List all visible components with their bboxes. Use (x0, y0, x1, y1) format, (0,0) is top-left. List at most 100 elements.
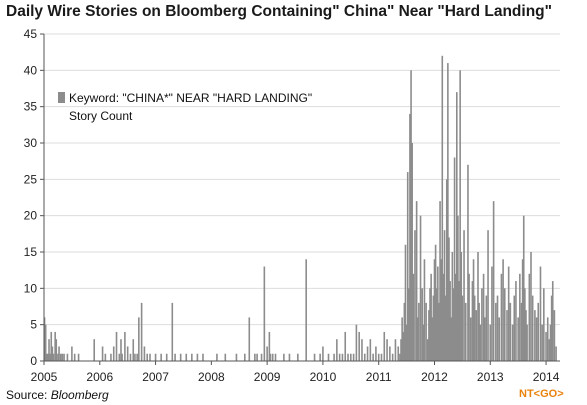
bar (469, 317, 472, 361)
axes (40, 33, 560, 365)
bar (495, 302, 497, 361)
bar (48, 339, 50, 361)
bar (134, 353, 136, 361)
x-tick-label: 2012 (421, 370, 448, 384)
bar (503, 288, 506, 361)
bar (405, 324, 408, 361)
nt-go-badge: NT<GO> (519, 388, 564, 400)
bar (101, 346, 104, 361)
bar (235, 353, 238, 361)
bar (347, 353, 349, 361)
bar (543, 288, 545, 361)
bar (414, 230, 416, 361)
bar (115, 331, 118, 361)
bar (355, 324, 358, 361)
bar (143, 346, 146, 361)
bar (263, 266, 266, 361)
bar (352, 353, 355, 361)
chart-title: Daily Wire Stories on Bloomberg Containi… (6, 3, 552, 20)
bar (268, 331, 271, 361)
source-label: Source: (6, 388, 48, 402)
bar (507, 266, 510, 361)
bar (50, 331, 53, 361)
bar (545, 331, 547, 361)
bar (467, 164, 469, 361)
bar (408, 288, 410, 361)
bar (58, 346, 60, 361)
legend: Keyword: "CHINA*" NEAR "HARD LANDING" St… (58, 89, 312, 125)
bar (138, 317, 140, 361)
bar (171, 302, 174, 361)
bar (419, 215, 422, 361)
bar (460, 252, 463, 361)
x-tick-label: 2005 (31, 370, 58, 384)
bar (260, 353, 263, 361)
bar (394, 339, 397, 361)
bar (434, 244, 437, 361)
y-tick-label: 10 (24, 281, 38, 295)
bar (492, 201, 495, 361)
bar (313, 353, 316, 361)
bar (418, 302, 420, 361)
bar (174, 353, 176, 361)
bar (447, 63, 449, 361)
bar (271, 353, 274, 361)
bar (491, 266, 493, 361)
bar (416, 317, 419, 361)
y-tick-label: 35 (24, 100, 38, 114)
bar (431, 317, 434, 361)
bar (112, 346, 115, 361)
bar (358, 331, 360, 361)
bar (530, 252, 532, 361)
bar (336, 339, 338, 361)
bar (439, 201, 441, 361)
bar (372, 353, 374, 361)
bar (274, 353, 277, 361)
bar (487, 230, 489, 361)
bar (66, 353, 69, 361)
bar (120, 339, 122, 361)
bar (77, 353, 80, 361)
bar (129, 353, 132, 361)
bar (479, 324, 482, 361)
bar (440, 259, 442, 361)
bar (438, 302, 440, 361)
bar (550, 295, 553, 361)
bar (52, 353, 55, 361)
bar (448, 237, 450, 361)
bar (136, 353, 138, 361)
bar (521, 259, 524, 361)
bar (524, 288, 526, 361)
bar (327, 353, 330, 361)
bar (513, 295, 516, 361)
bar (522, 215, 525, 361)
bar (457, 215, 459, 361)
bar (399, 353, 401, 361)
bar (449, 281, 451, 361)
x-tick-label: 2007 (142, 370, 169, 384)
bar (104, 353, 107, 361)
bar (63, 353, 65, 361)
bar (430, 273, 432, 361)
bar (196, 353, 199, 361)
bar (288, 353, 291, 361)
bar (433, 259, 436, 361)
bar (140, 302, 143, 361)
bar (363, 353, 366, 361)
bar (305, 259, 307, 361)
bar (54, 331, 56, 361)
bar (458, 281, 460, 361)
bar (43, 317, 46, 361)
bar (429, 288, 431, 361)
y-tick-label: 30 (24, 136, 38, 150)
bar (498, 317, 500, 361)
bar (525, 310, 527, 361)
bar (71, 346, 73, 361)
bar (55, 339, 58, 361)
bar (415, 201, 418, 361)
bar (244, 353, 246, 361)
bar (541, 324, 543, 361)
bar (118, 353, 121, 361)
bar (121, 353, 123, 361)
bar (44, 324, 47, 361)
